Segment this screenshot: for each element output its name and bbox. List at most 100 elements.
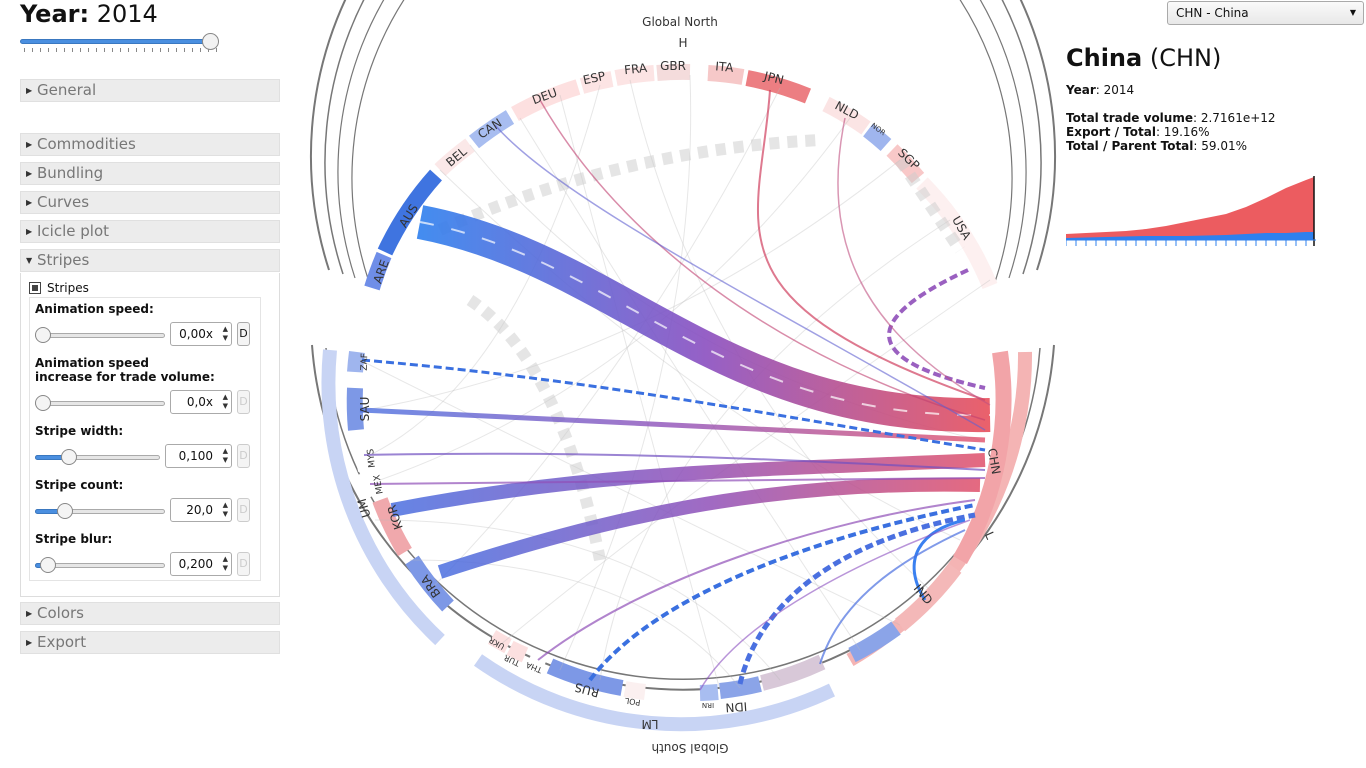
stripe-width-default-button[interactable]: D <box>237 444 250 468</box>
chevron-right-icon: ▶ <box>26 198 33 207</box>
info-year-value: : 2014 <box>1095 83 1135 97</box>
arc-sau <box>346 387 364 431</box>
arc-zaf <box>347 350 365 373</box>
spinner-arrows-icon[interactable]: ▲ ▼ <box>222 501 228 518</box>
year-slider[interactable] <box>20 32 220 52</box>
section-colors-label: Colors <box>37 604 84 622</box>
sparkline-import-area <box>1066 177 1314 240</box>
speed-increase-default-button[interactable]: D <box>237 390 250 414</box>
sparkline-export-area <box>1066 232 1314 240</box>
flow-misc-1 <box>819 529 966 665</box>
year-slider-knob[interactable] <box>202 33 219 50</box>
flow-zaf-chn <box>361 358 986 452</box>
country-select[interactable]: CHN - China ▼ <box>1167 1 1364 25</box>
spinner-arrows-icon[interactable]: ▲ ▼ <box>222 447 228 464</box>
info-parent-value: : 59.01% <box>1193 139 1248 153</box>
stripes-checkbox[interactable]: Stripes <box>29 281 89 295</box>
flow-ind-chn <box>912 518 966 601</box>
section-bundling-label: Bundling <box>37 164 104 182</box>
speed-increase-slider[interactable] <box>35 395 165 411</box>
arc-irn <box>699 684 719 701</box>
stripe-width-slider[interactable] <box>35 449 160 465</box>
stripe-blur-slider[interactable] <box>35 557 165 573</box>
spinner-arrows-icon[interactable]: ▲ ▼ <box>222 555 228 572</box>
spinner-arrows-icon[interactable]: ▲ ▼ <box>222 325 228 342</box>
highlight-flows <box>359 89 991 691</box>
label-gbr: GBR <box>660 59 686 73</box>
info-volume-value: : 2.7161e+12 <box>1192 111 1276 125</box>
arc-ita <box>707 65 745 85</box>
trade-history-sparkline <box>1066 176 1316 246</box>
animation-speed-input[interactable]: 0,00x ▲ ▼ <box>170 322 232 346</box>
checkbox-mark-icon <box>32 285 38 291</box>
stripe-blur-default-button[interactable]: D <box>237 552 250 576</box>
label-idn: IDN <box>725 699 748 714</box>
arc-kor <box>372 497 412 557</box>
flow-rus-chn <box>588 503 976 682</box>
arc-idn <box>719 676 762 699</box>
slider-knob[interactable] <box>35 395 51 411</box>
slider-knob[interactable] <box>57 503 73 519</box>
animation-speed-default-button[interactable]: D <box>237 322 250 346</box>
info-export-value: : 19.16% <box>1155 125 1210 139</box>
slider-knob[interactable] <box>40 557 56 573</box>
chevron-down-icon: ▼ <box>26 256 33 265</box>
arc-tur <box>506 640 529 663</box>
trade-flow-diagram[interactable]: Global North H ARE AUS BEL CAN DEU ESP F… <box>290 0 1060 768</box>
flow-misc-2 <box>699 519 971 691</box>
arc-nld <box>822 96 871 135</box>
stripe-count-input[interactable]: 20,0 ▲ ▼ <box>170 498 232 522</box>
um-band <box>321 349 445 646</box>
arc-can <box>468 110 515 149</box>
arc-l-misc <box>848 621 901 663</box>
section-stripes[interactable]: ▼ Stripes <box>20 249 280 272</box>
section-stripes-label: Stripes <box>37 251 90 269</box>
global-north-ring <box>310 0 1056 271</box>
section-icicle-plot[interactable]: ▶ Icicle plot <box>20 220 280 243</box>
animation-speed-slider[interactable] <box>35 327 165 343</box>
year-value: 2014 <box>96 0 158 28</box>
speed-increase-input[interactable]: 0,0x ▲ ▼ <box>170 390 232 414</box>
section-commodities-label: Commodities <box>37 135 136 153</box>
section-curves-label: Curves <box>37 193 90 211</box>
global-south-ring <box>311 344 1055 691</box>
flow-idn-chn <box>737 512 976 685</box>
section-curves[interactable]: ▶ Curves <box>20 191 280 214</box>
info-parent: Total / Parent Total: 59.01% <box>1066 139 1247 153</box>
flow-can-chn <box>494 124 986 431</box>
flow-tha-chn <box>537 499 976 661</box>
stripes-panel: Stripes Animation speed: 0,00x ▲ ▼ D Anim… <box>20 273 280 597</box>
slider-track[interactable] <box>35 333 165 338</box>
stripes-controls: Animation speed: 0,00x ▲ ▼ D Animation sp… <box>29 297 261 581</box>
speed-increase-value: 0,0x <box>186 395 213 409</box>
year-title: Year: 2014 <box>20 0 158 28</box>
section-bundling[interactable]: ▶ Bundling <box>20 162 280 185</box>
label-sau: SAU <box>358 397 372 422</box>
chevron-right-icon: ▶ <box>26 169 33 178</box>
section-colors[interactable]: ▶ Colors <box>20 602 280 625</box>
info-volume: Total trade volume: 2.7161e+12 <box>1066 111 1276 125</box>
slider-track[interactable] <box>35 401 165 406</box>
slider-knob[interactable] <box>35 327 51 343</box>
label-pol: POL <box>624 696 641 707</box>
section-general[interactable]: ▶ General <box>20 79 280 102</box>
section-export[interactable]: ▶ Export <box>20 631 280 654</box>
checkbox-box[interactable] <box>29 282 41 294</box>
spinner-arrows-icon[interactable]: ▲ ▼ <box>222 393 228 410</box>
info-country-name: China <box>1066 44 1143 72</box>
flow-aus-chn <box>416 205 991 433</box>
stripe-count-default-button[interactable]: D <box>237 498 250 522</box>
stripe-count-slider[interactable] <box>35 503 165 519</box>
year-label: Year: <box>20 0 90 28</box>
label-irn: IRN <box>702 701 714 709</box>
flow-jpn-chn <box>756 89 986 401</box>
stripe-blur-input[interactable]: 0,200 ▲ ▼ <box>170 552 232 576</box>
label-esp: ESP <box>582 69 607 87</box>
slider-knob[interactable] <box>61 449 77 465</box>
arc-bra <box>405 555 454 612</box>
section-commodities[interactable]: ▶ Commodities <box>20 133 280 156</box>
stripe-width-input[interactable]: 0,100 ▲ ▼ <box>165 444 232 468</box>
section-general-label: General <box>37 81 97 99</box>
arc-deu <box>511 79 581 122</box>
year-slider-track[interactable] <box>20 39 216 44</box>
